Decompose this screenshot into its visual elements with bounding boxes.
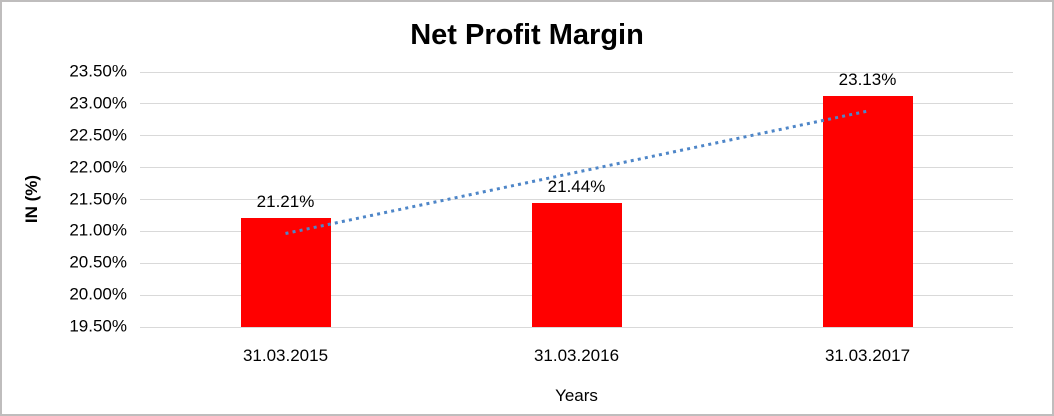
- gridline: [140, 103, 1013, 105]
- gridline: [140, 167, 1013, 169]
- bar-value-label: 23.13%: [838, 69, 897, 89]
- y-tick-label: 22.00%: [69, 157, 127, 177]
- x-axis-title: Years: [555, 386, 598, 405]
- gridline: [140, 135, 1013, 137]
- x-axis-tick-labels: 31.03.2015 31.03.2016 31.03.2017: [140, 346, 1013, 366]
- plot-area: 21.21% 21.44% 23.13%: [140, 69, 1013, 328]
- bar: [240, 218, 331, 327]
- y-tick-label: 21.00%: [69, 220, 127, 240]
- trendline-segment: [285, 109, 868, 235]
- x-tick-label: 31.03.2016: [533, 346, 620, 365]
- gridline: [140, 199, 1013, 200]
- x-tick-label: 31.03.2015: [242, 346, 329, 365]
- gridline: [140, 326, 1013, 328]
- bar: [531, 203, 622, 327]
- y-tick-label: 20.00%: [69, 284, 127, 304]
- bar-value-label: 21.21%: [256, 192, 315, 211]
- y-tick-label: 23.00%: [69, 93, 127, 113]
- y-tick-label: 22.50%: [69, 125, 127, 145]
- gridline: [140, 71, 1013, 73]
- y-tick-label: 21.50%: [69, 189, 127, 209]
- y-tick-label: 23.50%: [69, 61, 127, 81]
- y-axis-tick-labels: 19.50% 20.00% 20.50% 21.00% 21.50% 22.00% 22.5…: [0, 62, 127, 336]
- bar: [822, 95, 913, 327]
- x-tick-label: 31.03.2017: [824, 346, 911, 365]
- y-tick-label: 19.50%: [69, 316, 127, 336]
- bar-value-label: 21.44%: [547, 177, 606, 197]
- y-tick-label: 20.50%: [69, 252, 127, 272]
- chart-title: Net Profit Margin: [410, 19, 644, 51]
- trendline: [285, 109, 868, 235]
